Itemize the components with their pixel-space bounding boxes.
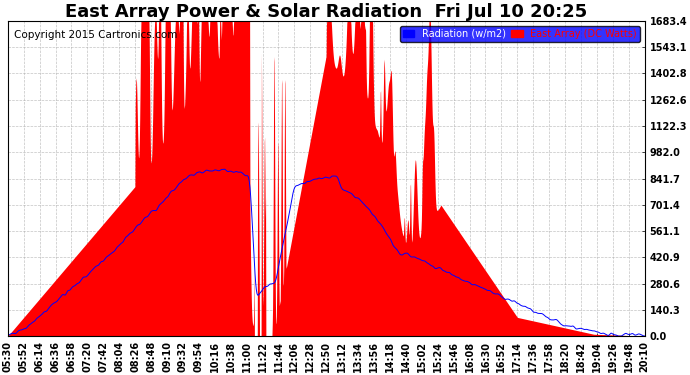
Text: Copyright 2015 Cartronics.com: Copyright 2015 Cartronics.com [14,30,177,40]
Legend: Radiation (w/m2), East Array (DC Watts): Radiation (w/m2), East Array (DC Watts) [400,26,640,42]
Title: East Array Power & Solar Radiation  Fri Jul 10 20:25: East Array Power & Solar Radiation Fri J… [65,3,587,21]
